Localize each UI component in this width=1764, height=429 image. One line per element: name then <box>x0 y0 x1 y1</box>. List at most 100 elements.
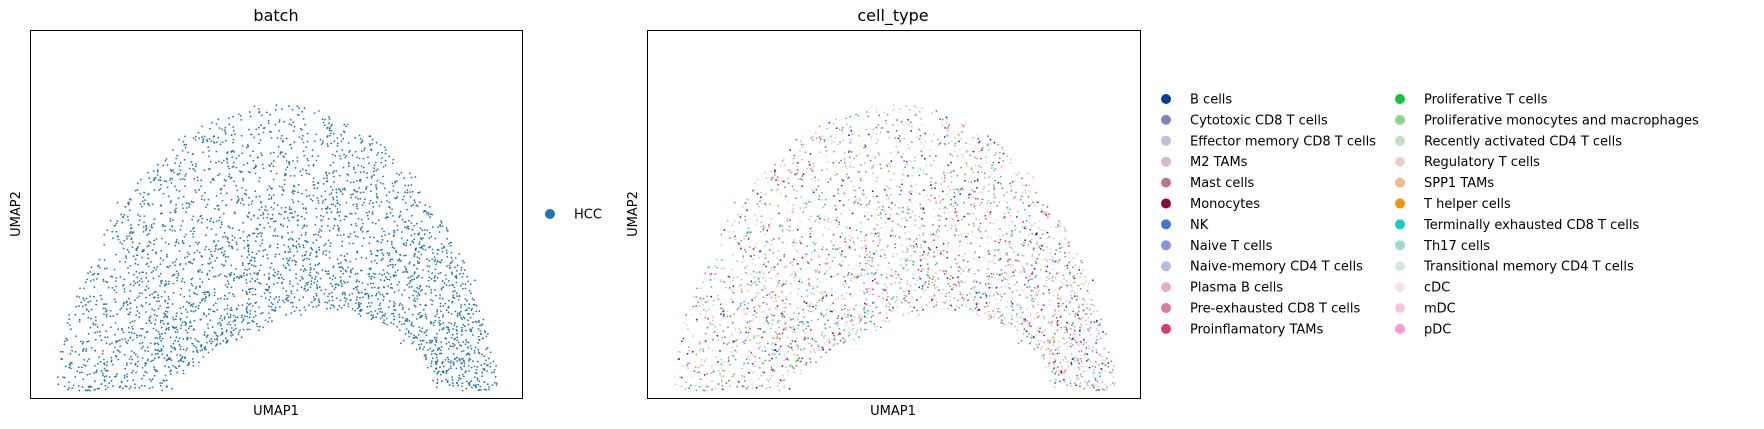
batch-point <box>384 234 387 237</box>
batch-point <box>85 348 88 350</box>
batch-point <box>115 222 118 225</box>
cell-type-point <box>778 326 780 329</box>
batch-point <box>161 225 164 228</box>
batch-point <box>419 311 421 314</box>
batch-point <box>432 226 434 229</box>
cell-type-point <box>862 189 865 192</box>
batch-point <box>216 309 219 311</box>
batch-point <box>381 228 384 230</box>
batch-point <box>462 357 464 360</box>
batch-point <box>111 230 114 233</box>
batch-point <box>325 249 328 252</box>
batch-point <box>324 288 327 291</box>
batch-point <box>291 231 294 233</box>
batch-point <box>434 258 437 261</box>
cell-type-point <box>1054 349 1057 351</box>
batch-point <box>268 164 271 167</box>
batch-point <box>262 131 265 134</box>
cell-type-point <box>876 208 878 211</box>
batch-point <box>258 325 261 328</box>
batch-point <box>116 220 119 223</box>
cell-type-point <box>743 237 746 240</box>
cell-type-point <box>849 115 852 118</box>
batch-point <box>87 316 90 319</box>
batch-point <box>125 341 128 343</box>
cell-type-point <box>855 304 857 307</box>
batch-point <box>404 191 406 194</box>
batch-point <box>391 287 394 289</box>
batch-point <box>133 280 136 283</box>
cell-type-point <box>720 376 723 378</box>
batch-point <box>268 317 271 319</box>
batch-point <box>379 293 382 296</box>
batch-point <box>227 151 229 154</box>
batch-point <box>365 211 368 214</box>
cell-type-point <box>1071 338 1073 341</box>
batch-point <box>382 166 385 168</box>
cell-type-point <box>782 158 785 160</box>
cell-type-point <box>1004 278 1006 280</box>
cell-type-point <box>1005 285 1007 288</box>
batch-point <box>146 262 149 265</box>
batch-point <box>303 258 306 261</box>
batch-point <box>222 236 224 238</box>
batch-point <box>230 330 232 333</box>
batch-point <box>351 154 354 157</box>
batch-point <box>275 172 278 175</box>
batch-point <box>274 271 277 274</box>
cell-type-point <box>1065 360 1068 363</box>
batch-point <box>336 144 339 147</box>
batch-point <box>284 266 287 269</box>
batch-point <box>349 275 351 278</box>
batch-point <box>236 316 239 319</box>
cell-type-point <box>1069 345 1072 348</box>
batch-point <box>108 382 111 384</box>
batch-point <box>455 381 458 384</box>
batch-point <box>237 199 240 202</box>
cell-type-point <box>993 262 996 265</box>
cell-type-point <box>801 135 804 138</box>
cell-type-point <box>758 305 761 308</box>
batch-point <box>460 310 462 313</box>
batch-point <box>384 159 387 162</box>
batch-point <box>365 186 368 188</box>
cell-type-point <box>775 307 777 310</box>
batch-point <box>441 225 444 228</box>
cell-type-point <box>1046 339 1049 342</box>
batch-point <box>145 362 148 365</box>
batch-point <box>371 142 374 145</box>
batch-point <box>166 306 168 309</box>
batch-point <box>261 163 264 166</box>
batch-point <box>222 254 225 257</box>
batch-point <box>178 343 181 346</box>
cell-type-point <box>884 213 887 216</box>
batch-point <box>282 258 285 260</box>
batch-point <box>470 347 473 350</box>
batch-point <box>479 324 481 327</box>
batch-point <box>161 382 164 384</box>
batch-point <box>433 260 436 262</box>
batch-point <box>290 290 293 293</box>
cell-type-point <box>869 305 872 307</box>
cell-type-point <box>1099 353 1101 356</box>
batch-point <box>403 195 405 198</box>
batch-point <box>218 321 221 324</box>
batch-point <box>206 226 209 229</box>
batch-point <box>336 201 339 204</box>
batch-point <box>286 226 289 228</box>
cell-type-point <box>743 385 745 388</box>
batch-point <box>406 189 409 192</box>
batch-point <box>128 235 131 237</box>
batch-point <box>285 137 288 140</box>
cell-type-point <box>953 199 956 202</box>
cell-type-point <box>864 216 867 219</box>
batch-point <box>90 317 92 320</box>
batch-point <box>201 271 203 273</box>
cell-type-point <box>1016 320 1019 323</box>
batch-point <box>140 347 143 350</box>
batch-point <box>225 341 228 344</box>
cell-type-point <box>799 178 802 180</box>
cell-type-point <box>929 241 932 244</box>
cell-type-point <box>993 186 995 189</box>
cell-type-point <box>805 253 808 256</box>
